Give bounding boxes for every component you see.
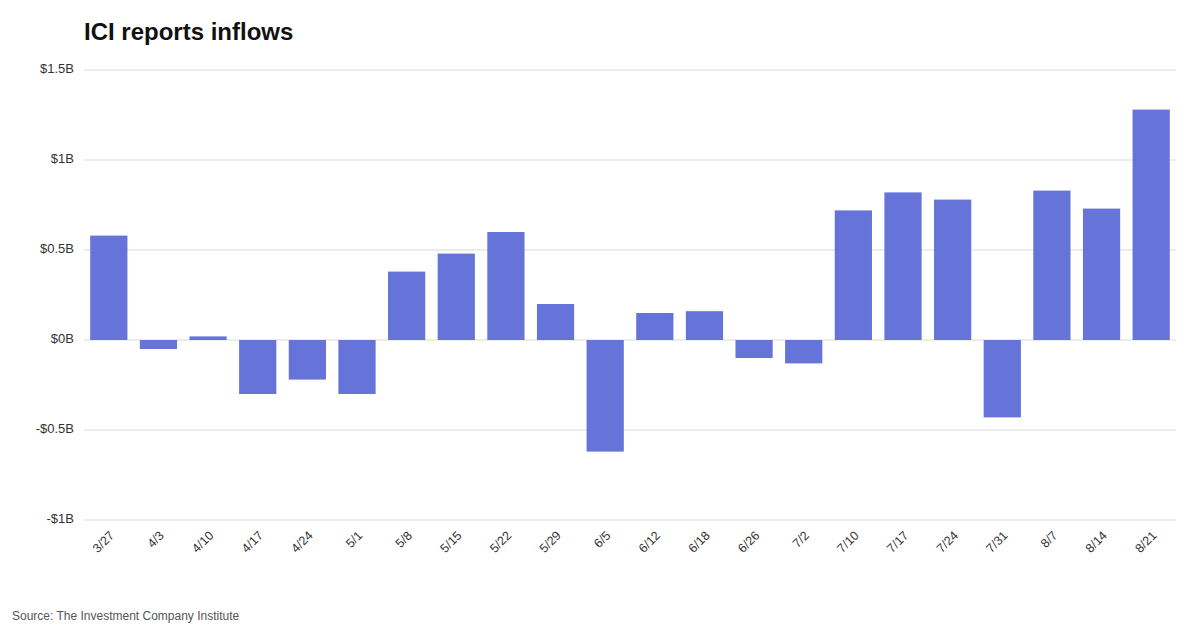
bar bbox=[189, 336, 226, 340]
grid-line bbox=[84, 520, 1176, 521]
bar bbox=[835, 210, 872, 340]
y-tick-label: -$0.5B bbox=[36, 421, 74, 436]
bar bbox=[1033, 191, 1070, 340]
bar bbox=[388, 272, 425, 340]
bar bbox=[686, 311, 723, 340]
grid-line bbox=[84, 430, 1176, 431]
y-tick-label: $0B bbox=[51, 331, 74, 346]
chart-container: -$1B -$0.5B $0B $0.5B $1B $1.5B 3/27 4/3 4/10 4/1… bbox=[0, 0, 1200, 630]
grid-line bbox=[84, 160, 1176, 161]
bar bbox=[289, 340, 326, 380]
x-tick-label: 3/27 bbox=[90, 528, 117, 555]
background bbox=[0, 0, 1200, 630]
grid-line bbox=[84, 70, 1176, 71]
title: ICI reports inflows bbox=[84, 18, 293, 45]
x-tick-label: 6/12 bbox=[636, 528, 663, 555]
y-tick-label: $1.5B bbox=[40, 61, 74, 76]
x-tick-label: 5/8 bbox=[393, 528, 415, 550]
bar bbox=[735, 340, 772, 358]
bar bbox=[338, 340, 375, 394]
y-tick-label: $0.5B bbox=[40, 241, 74, 256]
x-tick-label: 4/10 bbox=[189, 528, 216, 555]
bar bbox=[140, 340, 177, 349]
bar bbox=[90, 236, 127, 340]
x-tick-label: 8/7 bbox=[1038, 528, 1060, 550]
x-tick-label: 7/2 bbox=[790, 528, 812, 550]
x-tick-label: 5/29 bbox=[537, 528, 564, 555]
x-tick-label: 6/26 bbox=[735, 528, 762, 555]
x-tick-label: 4/3 bbox=[145, 528, 167, 550]
y-grid bbox=[84, 70, 1176, 520]
grid-line bbox=[84, 250, 1176, 251]
bar bbox=[1133, 110, 1170, 340]
bar bbox=[239, 340, 276, 394]
bars bbox=[90, 110, 1170, 452]
x-tick-label: 5/1 bbox=[343, 528, 365, 550]
bar bbox=[934, 200, 971, 340]
chart-svg: -$1B -$0.5B $0B $0.5B $1B $1.5B 3/27 4/3 4/10 4/1… bbox=[0, 0, 1200, 630]
x-tick-label: 7/24 bbox=[934, 528, 961, 555]
x-tick-label: 8/14 bbox=[1083, 528, 1110, 555]
bar bbox=[1083, 209, 1120, 340]
x-tick-label: 7/10 bbox=[835, 528, 862, 555]
y-tick-labels: -$1B -$0.5B $0B $0.5B $1B $1.5B bbox=[36, 61, 74, 526]
bar bbox=[537, 304, 574, 340]
x-tick-labels: 3/27 4/3 4/10 4/17 4/24 5/1 5/8 5/15 5/22 5/29 6/5… bbox=[90, 528, 1160, 555]
x-tick-label: 6/5 bbox=[591, 528, 613, 550]
bar bbox=[438, 254, 475, 340]
y-tick-label: $1B bbox=[51, 151, 74, 166]
x-tick-label: 8/21 bbox=[1132, 528, 1159, 555]
x-tick-label: 7/31 bbox=[984, 528, 1011, 555]
y-tick-label: -$1B bbox=[47, 511, 74, 526]
bar bbox=[785, 340, 822, 363]
x-tick-label: 4/17 bbox=[239, 528, 266, 555]
x-tick-label: 4/24 bbox=[289, 528, 316, 555]
x-tick-label: 6/18 bbox=[686, 528, 713, 555]
x-tick-label: 5/15 bbox=[438, 528, 465, 555]
x-tick-label: 7/17 bbox=[884, 528, 911, 555]
bar bbox=[587, 340, 624, 452]
bar bbox=[636, 313, 673, 340]
bar bbox=[984, 340, 1021, 417]
bar bbox=[487, 232, 524, 340]
bar bbox=[884, 192, 921, 340]
x-tick-label: 5/22 bbox=[487, 528, 514, 555]
source-note: Source: The Investment Company Institute bbox=[12, 609, 240, 623]
